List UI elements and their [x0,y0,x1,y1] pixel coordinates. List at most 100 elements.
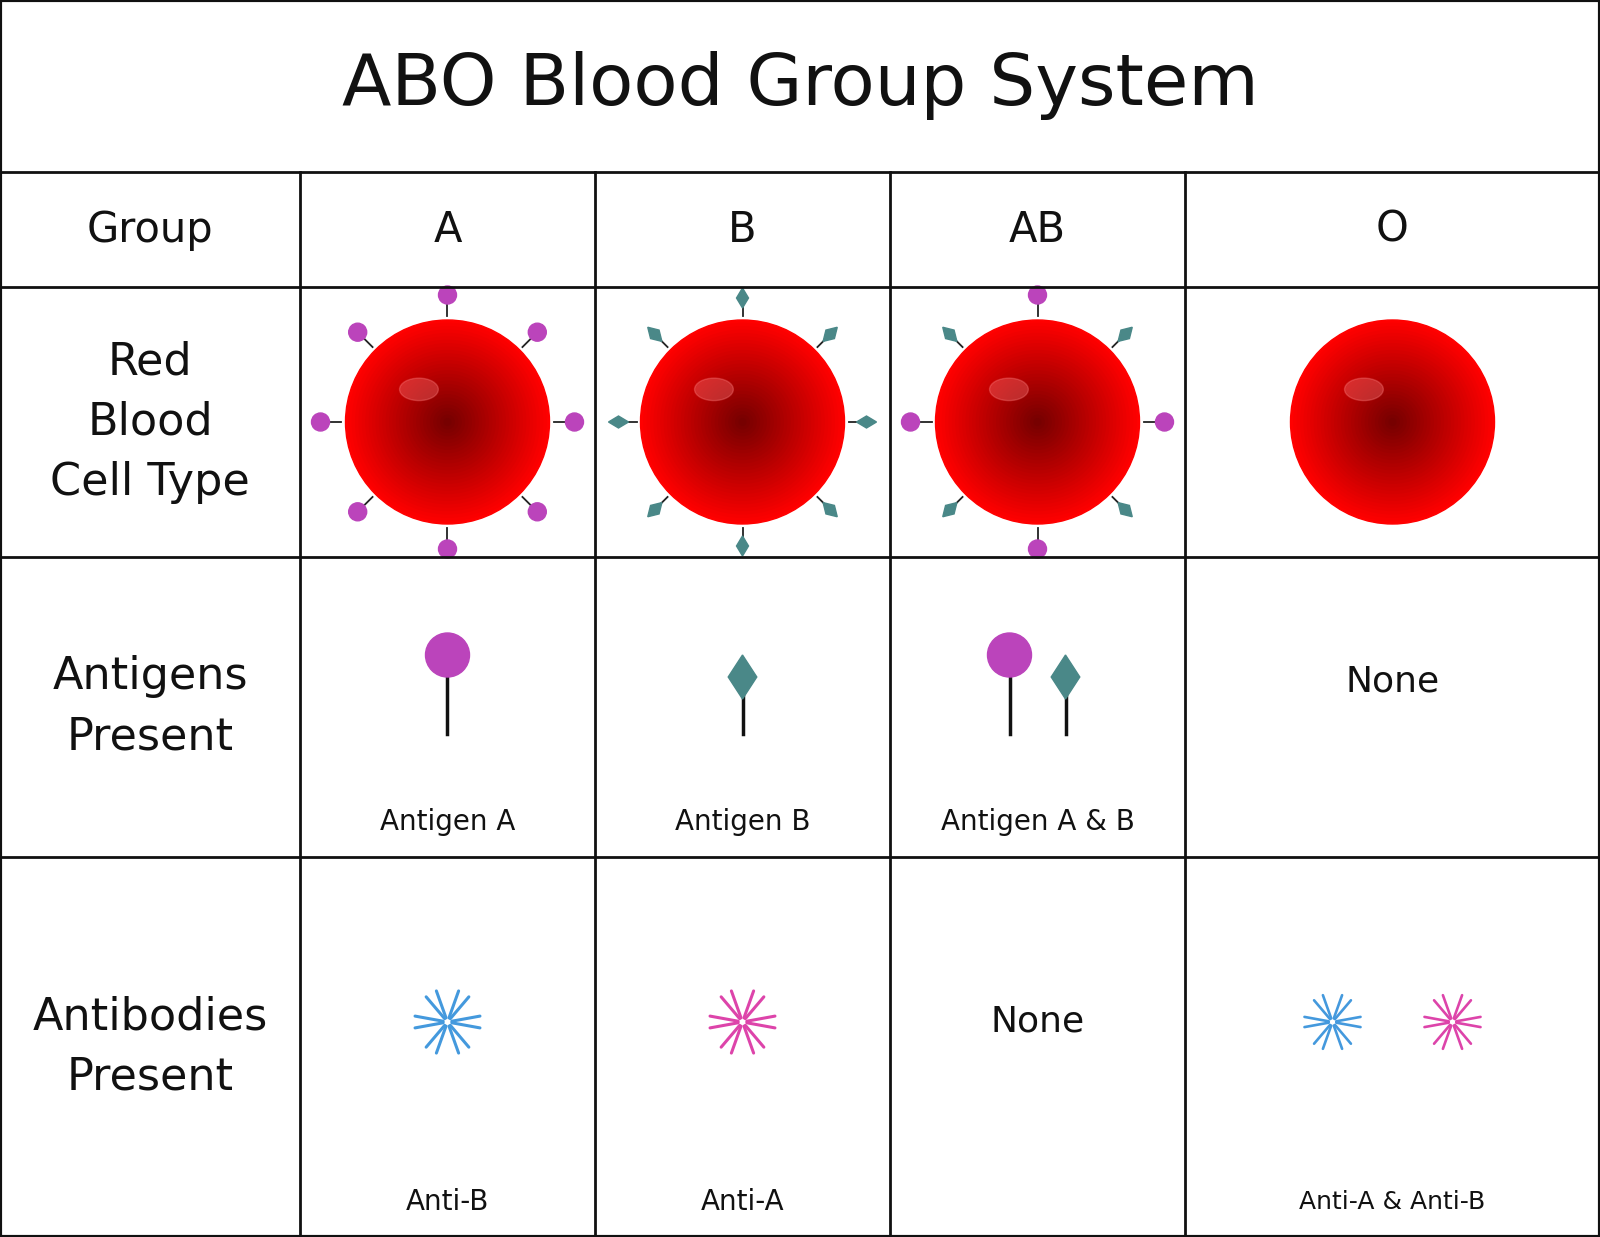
Circle shape [976,361,1099,484]
Circle shape [675,354,811,490]
Circle shape [424,398,472,445]
Circle shape [1362,391,1422,453]
Circle shape [1014,398,1061,445]
Circle shape [901,413,920,430]
Circle shape [376,350,518,494]
Circle shape [963,348,1112,497]
Circle shape [1322,350,1464,494]
Circle shape [1349,377,1437,466]
Circle shape [403,377,491,466]
Circle shape [994,377,1082,466]
Circle shape [430,404,464,439]
Circle shape [1021,404,1054,439]
Text: B: B [728,209,757,251]
Circle shape [949,334,1126,511]
Circle shape [1307,336,1477,507]
Circle shape [955,340,1118,503]
Polygon shape [856,416,877,428]
Circle shape [1301,330,1485,513]
Polygon shape [736,288,749,308]
Circle shape [1358,388,1427,456]
Circle shape [363,336,533,507]
Circle shape [936,320,1139,524]
Circle shape [400,375,494,470]
Circle shape [709,388,776,456]
Circle shape [358,334,536,511]
Circle shape [438,286,456,304]
Polygon shape [608,416,629,428]
Circle shape [1003,388,1072,456]
Circle shape [349,323,546,521]
Circle shape [1310,340,1474,503]
Circle shape [987,371,1088,473]
Text: None: None [1346,666,1440,699]
Circle shape [1325,354,1461,490]
Circle shape [379,354,515,490]
Circle shape [1389,418,1395,426]
Circle shape [445,418,451,426]
Circle shape [437,412,458,432]
Ellipse shape [1344,379,1384,401]
Polygon shape [822,328,837,341]
Circle shape [427,402,467,443]
Circle shape [312,413,330,430]
Circle shape [702,381,784,463]
Circle shape [397,371,499,473]
Text: Antigen B: Antigen B [675,808,810,836]
Text: Anti-B: Anti-B [406,1188,490,1216]
Circle shape [421,395,475,449]
Circle shape [688,367,797,476]
Text: A: A [434,209,462,251]
Circle shape [990,375,1085,470]
Circle shape [987,633,1032,677]
Circle shape [682,361,803,484]
Circle shape [1334,364,1450,480]
Text: Red
Blood
Cell Type: Red Blood Cell Type [50,340,250,503]
Circle shape [1376,404,1410,439]
Circle shape [1382,412,1403,432]
Circle shape [1346,375,1440,470]
Text: Antigen A & B: Antigen A & B [941,808,1134,836]
Circle shape [670,350,814,494]
Circle shape [528,502,546,521]
Circle shape [979,364,1096,480]
Circle shape [997,381,1078,463]
Circle shape [346,320,549,524]
Circle shape [349,502,366,521]
Circle shape [712,391,773,453]
Circle shape [390,364,506,480]
Circle shape [942,327,1133,517]
Text: None: None [990,1004,1085,1039]
Circle shape [946,330,1130,513]
Circle shape [678,357,806,486]
Circle shape [1030,416,1045,429]
Circle shape [667,348,818,497]
Ellipse shape [694,379,733,401]
Circle shape [1373,402,1413,443]
Circle shape [952,336,1123,507]
Circle shape [733,412,752,432]
Circle shape [1314,344,1470,500]
Polygon shape [942,328,957,341]
Circle shape [966,350,1109,494]
Circle shape [1029,286,1046,304]
Text: ABO Blood Group System: ABO Blood Group System [342,52,1258,120]
Circle shape [1318,348,1467,497]
Circle shape [685,364,800,480]
Circle shape [1352,381,1434,463]
Circle shape [658,336,827,507]
Ellipse shape [400,379,438,401]
Circle shape [730,408,757,435]
Circle shape [406,381,488,463]
Circle shape [1368,398,1416,445]
Text: Anti-A & Anti-B: Anti-A & Anti-B [1299,1190,1486,1213]
Circle shape [1294,323,1491,521]
Circle shape [349,323,366,341]
Circle shape [528,323,546,341]
Circle shape [394,367,502,476]
Circle shape [382,357,512,486]
Text: AB: AB [1010,209,1066,251]
Text: Antibodies
Present: Antibodies Present [32,996,267,1098]
Circle shape [1006,391,1069,453]
Circle shape [973,357,1102,486]
